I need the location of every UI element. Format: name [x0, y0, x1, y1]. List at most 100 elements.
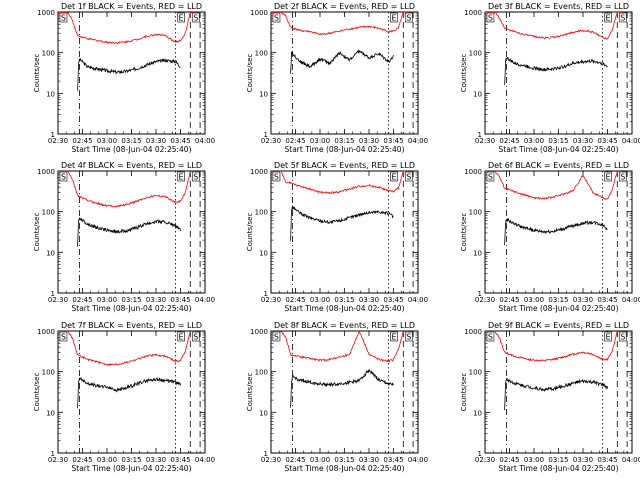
chart-title: Det 7f BLACK = Events, RED = LLD	[61, 321, 202, 330]
series-line-events	[77, 58, 181, 91]
chart-panel-3: Det 3f BLACK = Events, RED = LLD 1 10 100 10…	[460, 2, 640, 154]
flag-label: S	[488, 173, 493, 182]
flag-box	[191, 171, 200, 182]
series-line-lld	[58, 171, 196, 208]
y-axis-label: Counts/sec	[246, 213, 254, 252]
flag-label: S	[406, 173, 411, 182]
y-tick-label: 1	[51, 290, 55, 298]
flag-label: E	[179, 173, 184, 182]
y-axis-label: Counts/sec	[460, 213, 468, 252]
y-tick-label: 1	[51, 131, 55, 139]
x-tick-label: 04:00	[195, 296, 215, 304]
chart-title: Det 8f BLACK = Events, RED = LLD	[274, 321, 415, 330]
y-axis-label: Counts/sec	[33, 213, 41, 252]
y-axis-label: Counts/sec	[460, 373, 468, 412]
chart-panel-5: Det 5f BLACK = Events, RED = LLD 1 10 100 10…	[246, 161, 428, 313]
x-tick-label: 03:15	[334, 137, 354, 145]
flag-label: E	[606, 173, 611, 182]
series-line-events	[77, 217, 181, 247]
x-tick-label: 03:45	[597, 456, 617, 464]
y-tick-label: 100	[469, 209, 482, 217]
y-axis-label: Counts/sec	[33, 373, 41, 412]
x-tick-label: 03:30	[146, 456, 166, 464]
chart-panel-2: Det 2f BLACK = Events, RED = LLD 1 10 100 10…	[246, 2, 428, 154]
chart-panel-1: Det 1f BLACK = Events, RED = LLD 1 10 100 10…	[33, 2, 215, 154]
x-tick-label: 03:15	[334, 456, 354, 464]
flag-label: S	[193, 14, 198, 23]
flag-label: S	[406, 333, 411, 342]
y-tick-label: 100	[469, 50, 482, 58]
x-tick-label: 03:45	[170, 137, 190, 145]
series-line-lld	[271, 12, 409, 36]
flag-label: E	[392, 173, 397, 182]
flag-label: S	[274, 14, 279, 23]
chart-title: Det 5f BLACK = Events, RED = LLD	[274, 161, 415, 170]
y-tick-label: 100	[469, 369, 482, 377]
x-tick-label: 03:45	[383, 137, 403, 145]
flag-box	[177, 171, 185, 182]
plot-frame	[57, 170, 206, 294]
x-tick-label: 02:45	[285, 137, 305, 145]
flag-box	[604, 171, 612, 182]
x-tick-label: 04:00	[408, 456, 428, 464]
x-tick-label: 03:45	[597, 137, 617, 145]
x-tick-label: 02:45	[499, 137, 519, 145]
y-tick-label: 100	[255, 50, 268, 58]
series-line-events	[290, 369, 394, 408]
series-line-events	[504, 56, 608, 86]
flag-box	[177, 12, 185, 23]
x-tick-label: 02:30	[48, 296, 68, 304]
x-tick-label: 03:30	[146, 137, 166, 145]
flag-label: S	[274, 173, 279, 182]
series-line-events	[504, 377, 608, 411]
x-tick-label: 04:00	[195, 137, 215, 145]
x-axis-label: Start Time (08-Jun-04 02:25:40)	[499, 145, 619, 154]
y-axis-label: Counts/sec	[246, 54, 254, 93]
x-axis-label: Start Time (08-Jun-04 02:25:40)	[499, 304, 619, 313]
flag-label: S	[620, 14, 625, 23]
chart-panel-4: Det 4f BLACK = Events, RED = LLD 1 10 100 10…	[33, 161, 215, 313]
x-tick-label: 03:15	[121, 456, 141, 464]
x-tick-label: 04:00	[408, 296, 428, 304]
x-tick-label: 03:00	[524, 137, 544, 145]
flag-label: E	[606, 14, 611, 23]
x-tick-label: 02:45	[499, 296, 519, 304]
flag-box	[618, 12, 627, 23]
y-tick-label: 1	[478, 131, 482, 139]
series-line-lld	[485, 12, 623, 40]
flag-label: S	[620, 173, 625, 182]
x-tick-label: 03:00	[310, 137, 330, 145]
flag-label: S	[274, 333, 279, 342]
y-tick-label: 1000	[464, 328, 482, 336]
flag-box	[404, 171, 413, 182]
x-axis-label: Start Time (08-Jun-04 02:25:40)	[72, 304, 192, 313]
x-tick-label: 03:15	[548, 137, 568, 145]
flag-label: S	[488, 333, 493, 342]
x-tick-label: 03:00	[310, 296, 330, 304]
y-axis-label: Counts/sec	[246, 373, 254, 412]
x-axis-label: Start Time (08-Jun-04 02:25:40)	[72, 464, 192, 473]
x-tick-label: 03:30	[573, 137, 593, 145]
x-tick-label: 02:30	[261, 296, 281, 304]
flag-box	[618, 171, 627, 182]
x-axis-label: Start Time (08-Jun-04 02:25:40)	[285, 464, 405, 473]
x-axis-label: Start Time (08-Jun-04 02:25:40)	[72, 145, 192, 154]
flag-label: S	[193, 173, 198, 182]
plot-frame	[484, 11, 633, 135]
y-tick-label: 1000	[250, 328, 268, 336]
series-line-events	[290, 48, 394, 74]
x-tick-label: 03:15	[548, 296, 568, 304]
flag-label: S	[61, 173, 66, 182]
flag-box	[404, 12, 413, 23]
x-tick-label: 02:45	[499, 456, 519, 464]
x-tick-label: 03:30	[573, 456, 593, 464]
flag-label: E	[606, 333, 611, 342]
x-tick-label: 02:30	[261, 137, 281, 145]
y-axis-label: Counts/sec	[460, 54, 468, 93]
y-tick-label: 1000	[37, 9, 55, 17]
chart-panel-6: Det 6f BLACK = Events, RED = LLD 1 10 100 10…	[460, 161, 640, 313]
x-tick-label: 02:30	[475, 137, 495, 145]
chart-title: Det 4f BLACK = Events, RED = LLD	[61, 161, 202, 170]
flag-label: E	[392, 333, 397, 342]
series-line-lld	[271, 331, 409, 363]
